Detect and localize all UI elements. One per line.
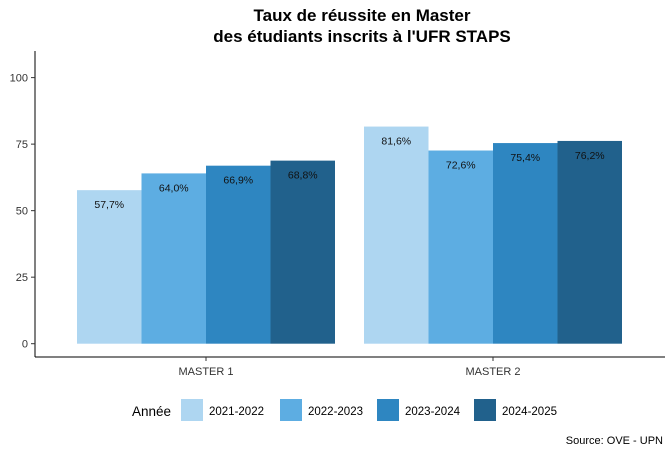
data-label: 81,6%: [381, 136, 411, 148]
y-axis-ticks: 0 25 50 75 100: [10, 73, 35, 351]
bar-2021-2022-master-1: [77, 190, 142, 344]
legend-key-2022-2023: [280, 399, 302, 421]
data-label: 75,4%: [510, 152, 540, 164]
bar-2024-2025-master-2: [557, 140, 622, 344]
legend-label-2024-2025: 2024-2025: [502, 406, 557, 418]
legend-label-2023-2024: 2023-2024: [405, 406, 461, 418]
data-labels-group: 57,7% 64,0% 66,9% 68,8% 81,6% 72,6% 75,4% 76,2%: [94, 136, 604, 212]
y-tick-label: 100: [10, 73, 28, 85]
bars-group: [77, 126, 622, 344]
legend-label-2022-2023: 2022-2023: [308, 406, 363, 418]
bar-2022-2023-master-2: [428, 150, 493, 344]
legend-key-2024-2025: [474, 399, 496, 421]
legend-key-2023-2024: [377, 399, 399, 421]
data-label: 68,8%: [288, 170, 318, 182]
data-label: 72,6%: [446, 160, 476, 172]
x-tick-label: MASTER 1: [178, 366, 233, 378]
x-tick-label: MASTER 2: [465, 366, 520, 378]
chart-title-line-1: Taux de réussite en Master: [254, 6, 471, 25]
x-axis-ticks: MASTER 1 MASTER 2: [178, 357, 521, 378]
legend: Année 2021-2022 2022-2023 2023-2024 2024-20…: [132, 399, 557, 421]
data-label: 66,9%: [223, 175, 253, 187]
y-tick-label: 75: [16, 139, 28, 151]
legend-label-2021-2022: 2021-2022: [209, 406, 264, 418]
data-label: 76,2%: [575, 150, 605, 162]
legend-key-2021-2022: [181, 399, 203, 421]
chart-title-line-2: des étudiants inscrits à l'UFR STAPS: [213, 27, 511, 46]
bar-2023-2024-master-2: [493, 143, 558, 344]
bar-2024-2025-master-1: [270, 160, 335, 344]
bar-2023-2024-master-1: [206, 165, 271, 344]
bar-2022-2023-master-1: [141, 173, 206, 344]
y-tick-label: 25: [16, 272, 28, 284]
y-tick-label: 0: [22, 339, 28, 351]
data-label: 64,0%: [159, 182, 189, 194]
y-tick-label: 50: [16, 206, 28, 218]
data-label: 57,7%: [94, 199, 124, 211]
legend-title: Année: [132, 404, 171, 419]
bar-2021-2022-master-2: [364, 126, 429, 344]
chart-caption: Source: OVE - UPN: [566, 435, 663, 447]
